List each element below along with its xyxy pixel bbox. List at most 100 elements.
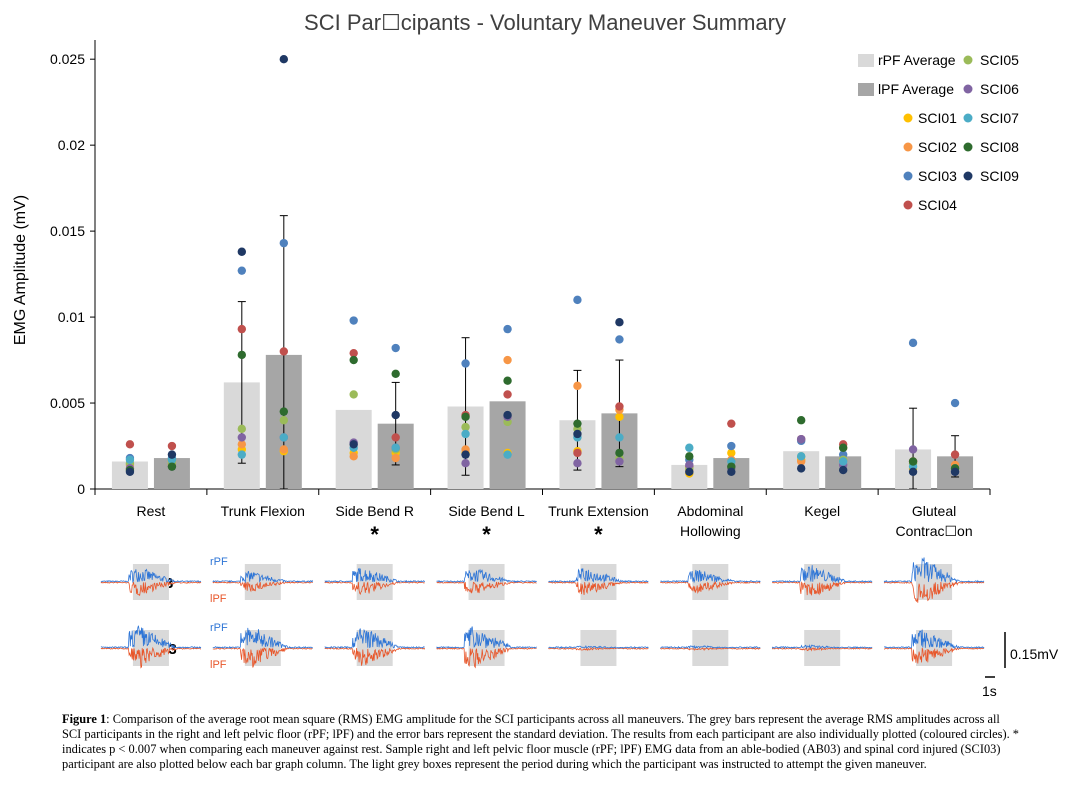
legend-label: rPF Average	[878, 52, 956, 68]
legend-label: SCI01	[918, 110, 957, 126]
y-tick-label: 0.015	[50, 223, 85, 239]
legend-label: SCI05	[980, 52, 1019, 68]
emg-trace-bottom	[660, 647, 761, 651]
emg-trace-top	[100, 568, 202, 584]
instruction-box	[468, 630, 505, 666]
legend-swatch	[858, 83, 874, 96]
figure-caption: Figure 1: Comparison of the average root…	[62, 712, 1022, 772]
participant-point	[125, 440, 135, 449]
category-label: Side Bend R	[335, 503, 414, 519]
participant-point	[279, 54, 289, 64]
y-tick-label: 0.02	[58, 137, 85, 153]
instruction-box	[244, 564, 281, 600]
instruction-box	[132, 564, 169, 600]
category-label: Side Bend L	[448, 503, 524, 519]
participant-point	[838, 443, 848, 452]
legend-label: SCI08	[980, 139, 1019, 155]
participant-point	[279, 433, 289, 442]
participant-point	[237, 247, 247, 256]
participant-point	[615, 335, 624, 344]
participant-point	[349, 390, 358, 399]
emg-trace-top	[212, 627, 313, 649]
time-scale-label: 1s	[982, 683, 997, 699]
participant-point	[503, 324, 512, 334]
participant-point	[349, 452, 358, 461]
participant-point	[503, 355, 512, 365]
participant-point	[237, 440, 247, 449]
instruction-box	[468, 564, 505, 600]
emg-trace-bottom	[212, 647, 313, 668]
participant-point	[349, 316, 358, 325]
legend-marker	[903, 200, 913, 210]
significance-mark: *	[482, 522, 491, 547]
participant-point	[685, 460, 694, 470]
participant-point	[615, 433, 624, 442]
participant-point	[349, 440, 358, 449]
emg-trace-top	[883, 629, 985, 649]
figure-canvas: SCI Par☐cipants - Voluntary Maneuver Sum…	[12, 10, 1059, 699]
trace-bottom-label: lPF	[210, 593, 227, 605]
category-labels: Rest Trunk Flexion Side Bend R * Side Bend L…	[137, 503, 973, 547]
legend-marker	[903, 113, 913, 123]
participant-point	[615, 448, 624, 458]
participant-point	[727, 419, 736, 428]
instruction-box	[356, 564, 393, 600]
participant-point	[461, 429, 470, 439]
caption-label: Figure 1	[62, 712, 107, 726]
participant-point	[573, 381, 582, 391]
participant-point	[838, 465, 848, 475]
trace-bottom-label: lPF	[210, 659, 227, 671]
y-tick-label: 0.01	[58, 309, 85, 325]
participant-point	[349, 348, 358, 358]
participant-point	[237, 450, 247, 459]
participant-point	[796, 452, 806, 461]
category-label: Kegel	[804, 503, 840, 519]
emg-trace-top	[548, 644, 649, 649]
participant-point	[615, 457, 624, 466]
participant-point	[908, 457, 918, 466]
emg-trace-top	[100, 625, 202, 649]
instruction-box	[580, 564, 617, 600]
participant-point	[461, 459, 470, 468]
participant-point	[125, 467, 135, 477]
participant-point	[461, 450, 470, 459]
legend-label: SCI02	[918, 139, 957, 155]
y-tick-label: 0	[77, 481, 85, 497]
participant-point	[908, 445, 918, 454]
participant-point	[685, 452, 694, 461]
participant-point	[167, 462, 177, 471]
chart-title: SCI Par☐cipants - Voluntary Maneuver Sum…	[304, 10, 786, 35]
participant-point	[237, 324, 247, 334]
participant-point	[727, 448, 736, 458]
participant-point	[237, 433, 247, 442]
y-tick-label: 0.005	[50, 395, 85, 411]
legend-label: SCI04	[918, 197, 957, 213]
participant-point	[573, 419, 582, 428]
significance-mark: *	[594, 522, 603, 547]
participant-point	[391, 433, 400, 442]
legend-marker	[963, 171, 973, 181]
emg-trace-top	[212, 570, 314, 584]
category-label: Abdominal	[677, 503, 743, 519]
participant-point	[908, 338, 918, 348]
legend: rPF Average lPF Average SCI05 SCI06 SCI07 SCI…	[858, 52, 1019, 213]
participant-point	[391, 443, 400, 452]
participant-point	[391, 410, 400, 420]
participant-point	[279, 416, 289, 425]
emg-trace-bottom	[883, 647, 985, 664]
legend-label: SCI09	[980, 168, 1019, 184]
emg-trace-top	[436, 568, 537, 583]
emg-trace-bottom	[771, 581, 873, 596]
legend-label: SCI07	[980, 110, 1019, 126]
participant-point	[685, 467, 694, 477]
emg-trace-bottom	[100, 646, 201, 669]
category-label: Gluteal	[912, 503, 956, 519]
legend-label: SCI06	[980, 81, 1019, 97]
emg-trace-bottom	[324, 580, 425, 596]
participant-point	[237, 266, 247, 275]
legend-marker	[963, 55, 973, 65]
participant-point	[573, 429, 582, 439]
participant-point	[461, 359, 470, 368]
y-tick-label: 0.025	[50, 51, 85, 67]
